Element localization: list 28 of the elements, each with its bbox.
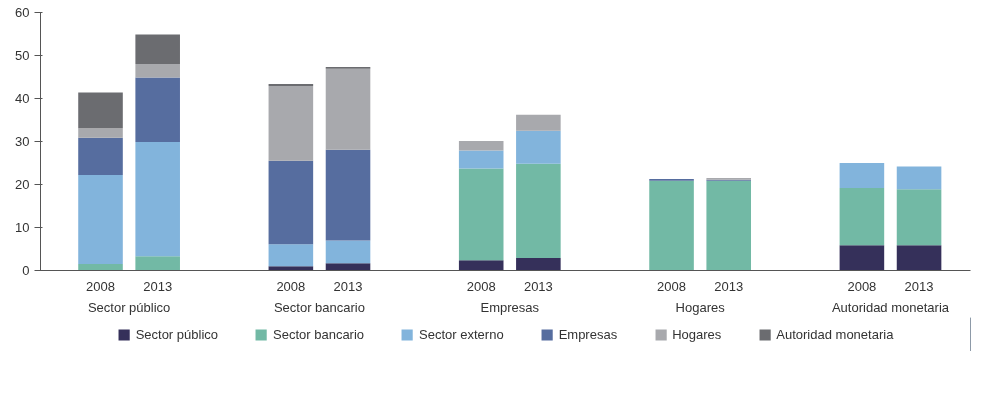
y-tick-label: 60 bbox=[15, 5, 30, 20]
legend-label: Sector externo bbox=[419, 326, 504, 342]
text: Hogares bbox=[675, 299, 726, 315]
x-tick-label: 2013 bbox=[523, 278, 553, 294]
x-tick-label: 2013 bbox=[904, 278, 934, 294]
x-tick-label: 2013 bbox=[714, 278, 744, 294]
y-tick-label: 30 bbox=[15, 134, 30, 149]
x-tick-label: 2013 bbox=[333, 278, 363, 294]
y-tick-label: 20 bbox=[15, 177, 30, 192]
x-tick-label: 2008 bbox=[847, 278, 877, 294]
x-tick-label: 2008 bbox=[657, 278, 687, 294]
x-tick-label: 2013 bbox=[143, 278, 173, 294]
legend-label: Sector bancario bbox=[273, 326, 365, 342]
text: Autoridad monetaria bbox=[831, 299, 950, 315]
y-tick-label: 50 bbox=[15, 48, 30, 63]
y-tick-label: 10 bbox=[15, 220, 30, 235]
text: Sector bancario bbox=[273, 299, 365, 315]
text: Sector público bbox=[87, 299, 171, 315]
x-tick-label: 2008 bbox=[466, 278, 496, 294]
x-tick-label: 2008 bbox=[276, 278, 306, 294]
legend-label: Empresas bbox=[558, 326, 618, 342]
text: Empresas bbox=[480, 299, 540, 315]
x-tick-label: 2008 bbox=[86, 278, 115, 294]
y-tick-label: 0 bbox=[22, 263, 30, 278]
y-tick-label: 40 bbox=[15, 91, 30, 106]
legend-label: Autoridad monetaria bbox=[776, 326, 894, 342]
legend-label: Sector público bbox=[135, 326, 219, 342]
legend-label: Hogares bbox=[672, 326, 722, 342]
